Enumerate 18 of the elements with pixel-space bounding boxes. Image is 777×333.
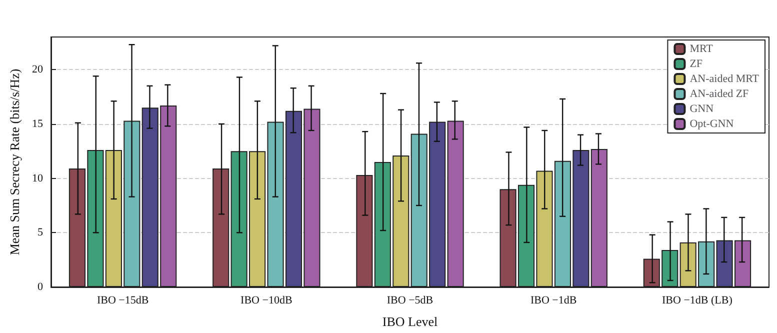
legend-label: AN-aided MRT bbox=[690, 73, 760, 85]
x-tick-label: IBO −1dB bbox=[530, 294, 577, 306]
legend-label: GNN bbox=[690, 103, 714, 115]
x-axis-title: IBO Level bbox=[382, 314, 438, 329]
legend-label: Opt-GNN bbox=[690, 118, 734, 130]
x-tick-label: IBO −15dB bbox=[96, 294, 149, 306]
x-tick-label: IBO −1dB (LB) bbox=[662, 294, 733, 306]
y-tick-label: 15 bbox=[32, 118, 44, 130]
legend-label: ZF bbox=[690, 58, 703, 70]
y-axis-title: Mean Sum Secrecy Rate (bits/s/Hz) bbox=[7, 68, 22, 256]
legend-label: AN-aided ZF bbox=[690, 88, 749, 100]
y-tick-label: 20 bbox=[32, 64, 44, 76]
y-tick-label: 10 bbox=[32, 172, 44, 184]
y-tick-label: 5 bbox=[38, 226, 44, 239]
x-tick-label: IBO −10dB bbox=[240, 294, 292, 306]
legend-label: MRT bbox=[690, 43, 714, 55]
x-tick-label: IBO −5dB bbox=[386, 294, 434, 306]
y-tick-label: 0 bbox=[38, 281, 44, 293]
